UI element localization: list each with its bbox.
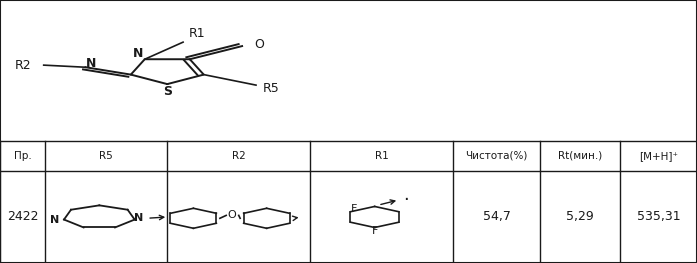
Text: 5,29: 5,29 xyxy=(567,210,594,224)
Text: Пр.: Пр. xyxy=(14,151,31,161)
Text: 535,31: 535,31 xyxy=(637,210,680,224)
Text: Rt(мин.): Rt(мин.) xyxy=(558,151,602,161)
Text: N: N xyxy=(134,213,143,223)
Text: N: N xyxy=(49,215,59,225)
Text: ·: · xyxy=(403,191,409,209)
Text: F: F xyxy=(372,226,378,236)
Text: R1: R1 xyxy=(375,151,388,161)
Text: [M+H]⁺: [M+H]⁺ xyxy=(639,151,678,161)
Text: R5: R5 xyxy=(100,151,113,161)
Text: O: O xyxy=(254,38,264,51)
Text: Чистота(%): Чистота(%) xyxy=(466,151,528,161)
Text: F: F xyxy=(351,204,357,214)
Text: R2: R2 xyxy=(232,151,245,161)
Text: N: N xyxy=(132,47,143,60)
Text: O: O xyxy=(227,210,236,220)
Text: 54,7: 54,7 xyxy=(483,210,510,224)
Text: S: S xyxy=(163,85,171,98)
Text: R5: R5 xyxy=(263,82,279,95)
Text: R1: R1 xyxy=(189,27,206,40)
Text: N: N xyxy=(86,57,96,69)
Text: 2422: 2422 xyxy=(7,210,38,224)
Text: R2: R2 xyxy=(15,59,31,72)
